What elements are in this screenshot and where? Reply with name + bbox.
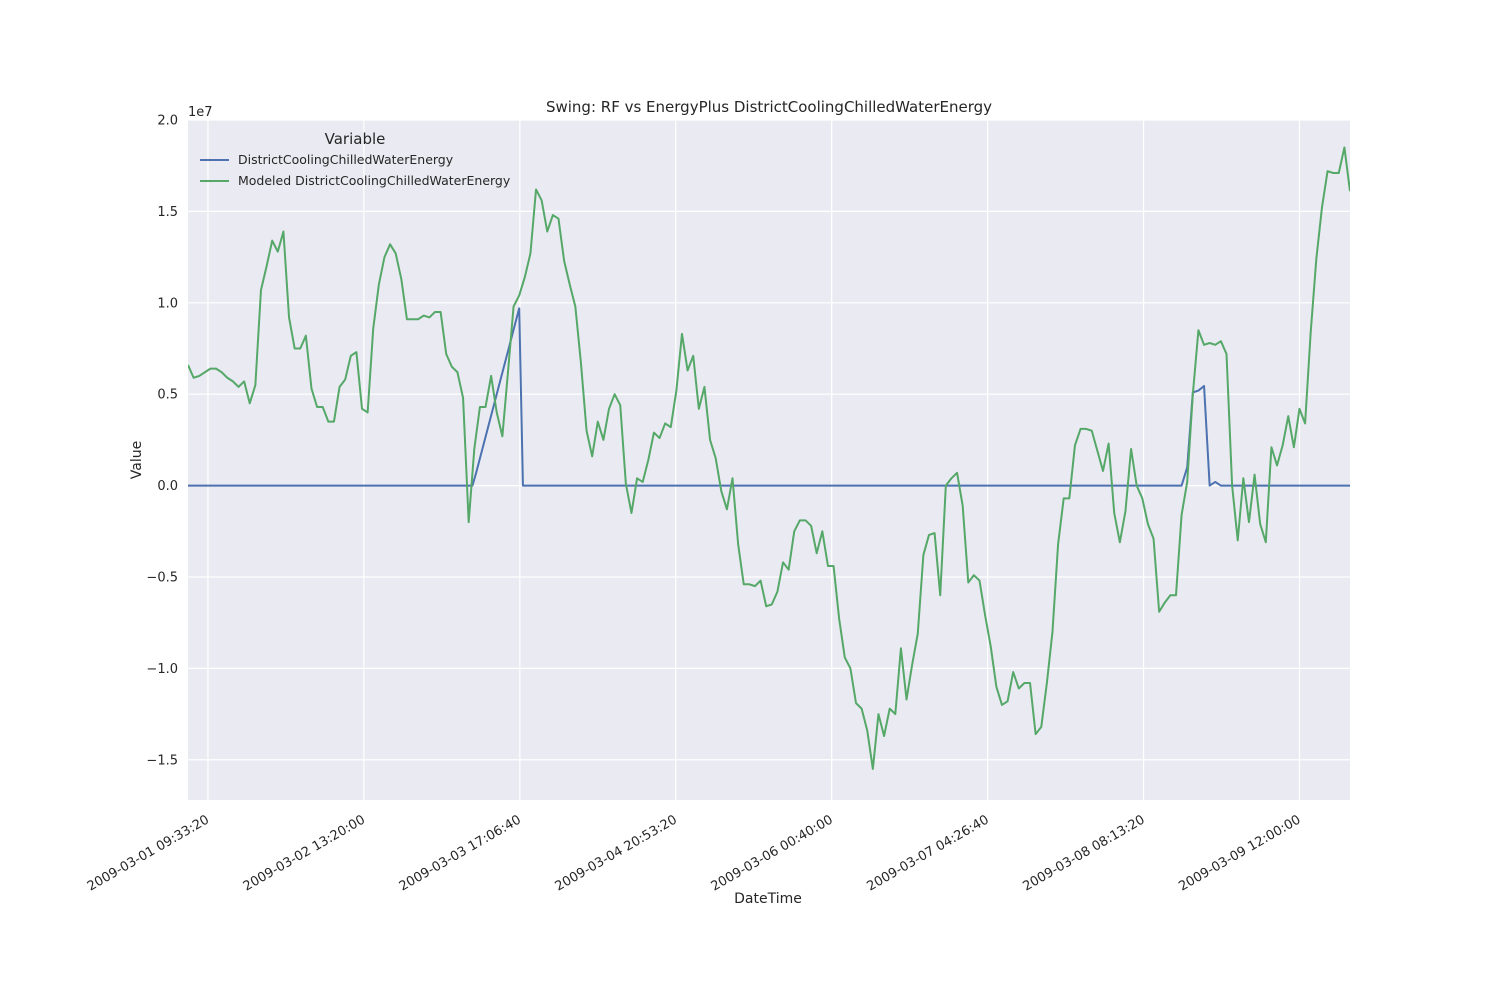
- y-axis-ticks: −1.5 −1.0 −0.5 0.0 0.5 1.0 1.5 2.0: [146, 114, 178, 769]
- y-tick-label: 0.0: [157, 479, 178, 494]
- y-tick-label: 0.5: [157, 388, 178, 403]
- legend: Variable DistrictCoolingChilledWaterEner…: [200, 130, 511, 188]
- y-tick-label: 1.5: [157, 205, 178, 220]
- y-tick-label: −1.5: [146, 753, 178, 768]
- plot-area: [188, 120, 1350, 800]
- y-axis-label: Value: [129, 441, 145, 479]
- modeled-series-line: [188, 146, 1350, 770]
- legend-title: Variable: [325, 130, 386, 148]
- legend-entry-modeled: Modeled DistrictCoolingChilledWaterEnerg…: [238, 173, 511, 188]
- y-scale-label: 1e7: [188, 105, 213, 120]
- series-layer: [188, 146, 1350, 770]
- legend-entry-measured: DistrictCoolingChilledWaterEnergy: [238, 152, 454, 167]
- x-axis-label: DateTime: [734, 891, 802, 907]
- chart-title: Swing: RF vs EnergyPlus DistrictCoolingC…: [546, 98, 992, 116]
- y-tick-label: −0.5: [146, 570, 178, 585]
- y-tick-label: 2.0: [157, 114, 178, 129]
- y-tick-label: −1.0: [146, 662, 178, 677]
- y-tick-label: 1.0: [157, 296, 178, 311]
- grid-lines: [188, 119, 1350, 800]
